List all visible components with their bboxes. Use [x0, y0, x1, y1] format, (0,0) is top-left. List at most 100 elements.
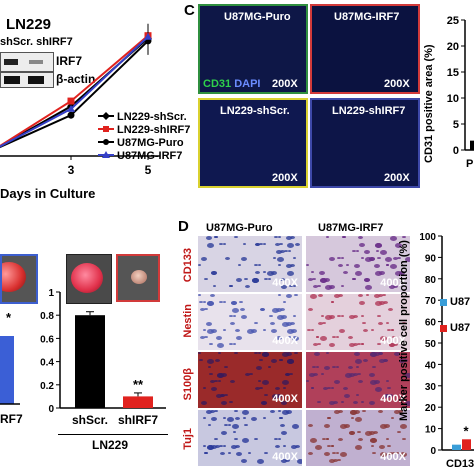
cell-nucleus: [370, 380, 377, 385]
cell-nucleus: [387, 387, 391, 389]
western-blot-actin: [0, 72, 54, 88]
cell-nucleus: [263, 417, 266, 419]
cell-nucleus: [229, 315, 233, 317]
significance-mark: *: [463, 423, 469, 438]
cell-nucleus: [353, 343, 358, 346]
panel-a-line-chart: 3 5 LN229-shScr.LN229-shIRF7U87MG-PuroU87M…: [0, 23, 190, 177]
cell-nucleus: [398, 410, 403, 413]
cell-nucleus: [356, 250, 359, 252]
cell-nucleus: [278, 294, 281, 296]
blot-band: [4, 76, 20, 84]
cell-nucleus: [210, 294, 215, 297]
cell-nucleus: [372, 452, 376, 454]
cell-nucleus: [199, 301, 203, 303]
cell-nucleus: [293, 315, 296, 317]
cell-nucleus: [320, 336, 327, 341]
cell-nucleus: [376, 250, 379, 252]
ihc-row-label-s100b: S100β: [182, 368, 194, 401]
cell-nucleus: [223, 417, 226, 419]
cell-nucleus: [374, 294, 380, 298]
y-tick-label: 0.6: [40, 334, 54, 345]
cell-nucleus: [275, 243, 280, 246]
cell-nucleus: [283, 387, 286, 389]
cell-nucleus: [349, 343, 355, 347]
magnification-label: 400X: [380, 277, 406, 289]
cell-nucleus: [380, 250, 387, 255]
cell-nucleus: [243, 417, 246, 419]
cell-nucleus: [356, 366, 359, 368]
cell-nucleus: [220, 394, 225, 397]
cell-nucleus: [281, 459, 287, 463]
cell-nucleus: [356, 394, 359, 396]
cell-nucleus: [229, 343, 233, 345]
cell-nucleus: [352, 278, 356, 280]
bar: [452, 444, 461, 450]
y-tick-label: 0: [453, 145, 459, 157]
ihc-image-nestin-puro: 400X: [198, 294, 302, 350]
cell-nucleus: [338, 438, 343, 441]
ihc-image-cd133-irf7: 400X: [306, 236, 410, 292]
cell-nucleus: [259, 387, 263, 389]
cell-nucleus: [272, 308, 279, 313]
cell-nucleus: [323, 387, 328, 390]
blot-label-irf7: IRF7: [56, 54, 83, 68]
cell-nucleus: [332, 336, 336, 338]
cell-nucleus: [375, 301, 382, 306]
cd31-image-ln229-shscr: LN229-shScr. 200X: [198, 98, 308, 188]
y-tick-label: 1: [48, 288, 54, 299]
magnification-label: 200X: [272, 78, 298, 90]
cell-nucleus: [251, 329, 257, 333]
cell-nucleus: [241, 315, 247, 319]
cell-nucleus: [295, 243, 300, 246]
ihc-row-label-nestin: Nestin: [182, 304, 194, 338]
cd31-dapi-stain-label: CD31 DAPI: [203, 78, 261, 90]
cell-nucleus: [209, 343, 213, 345]
cell-nucleus: [273, 257, 276, 259]
cell-nucleus: [387, 329, 391, 331]
cell-nucleus: [219, 445, 223, 447]
cell-nucleus: [276, 308, 282, 312]
cell-nucleus: [333, 459, 338, 462]
cell-nucleus: [277, 257, 284, 262]
panel-b-left-partial-label: RF7: [0, 412, 23, 426]
cell-nucleus: [214, 380, 218, 382]
cell-nucleus: [399, 359, 405, 363]
cell-nucleus: [327, 387, 331, 389]
cell-nucleus: [394, 352, 400, 356]
cell-nucleus: [338, 264, 343, 267]
cell-nucleus: [255, 271, 260, 274]
cell-nucleus: [208, 366, 211, 368]
cell-nucleus: [242, 438, 249, 443]
cell-nucleus: [333, 401, 338, 404]
cell-nucleus: [232, 308, 239, 313]
cell-nucleus: [345, 373, 352, 378]
cell-nucleus: [274, 438, 278, 440]
cell-nucleus: [364, 250, 370, 254]
legend-label: U87: [450, 322, 471, 334]
cell-nucleus: [344, 424, 350, 428]
cell-nucleus: [306, 264, 309, 266]
cell-nucleus: [224, 366, 228, 368]
cell-nucleus: [282, 380, 289, 385]
cell-nucleus: [221, 373, 227, 377]
cell-nucleus: [293, 285, 296, 287]
cell-nucleus: [316, 366, 319, 368]
cell-nucleus: [268, 366, 271, 368]
cell-nucleus: [271, 329, 277, 333]
cell-nucleus: [329, 257, 335, 261]
cell-nucleus: [236, 452, 242, 456]
panel-d-xtick: CD13: [446, 458, 474, 470]
cell-nucleus: [306, 380, 309, 382]
cell-nucleus: [380, 336, 387, 341]
cell-nucleus: [392, 452, 396, 454]
cell-nucleus: [275, 387, 280, 390]
cell-nucleus: [248, 452, 251, 454]
legend-label: LN229-shScr.: [117, 111, 187, 123]
cell-nucleus: [313, 343, 318, 346]
bar: [470, 140, 474, 150]
cell-nucleus: [329, 401, 335, 405]
cell-nucleus: [236, 336, 242, 340]
cell-nucleus: [361, 257, 364, 259]
cell-nucleus: [263, 329, 266, 331]
cell-nucleus: [340, 452, 347, 457]
